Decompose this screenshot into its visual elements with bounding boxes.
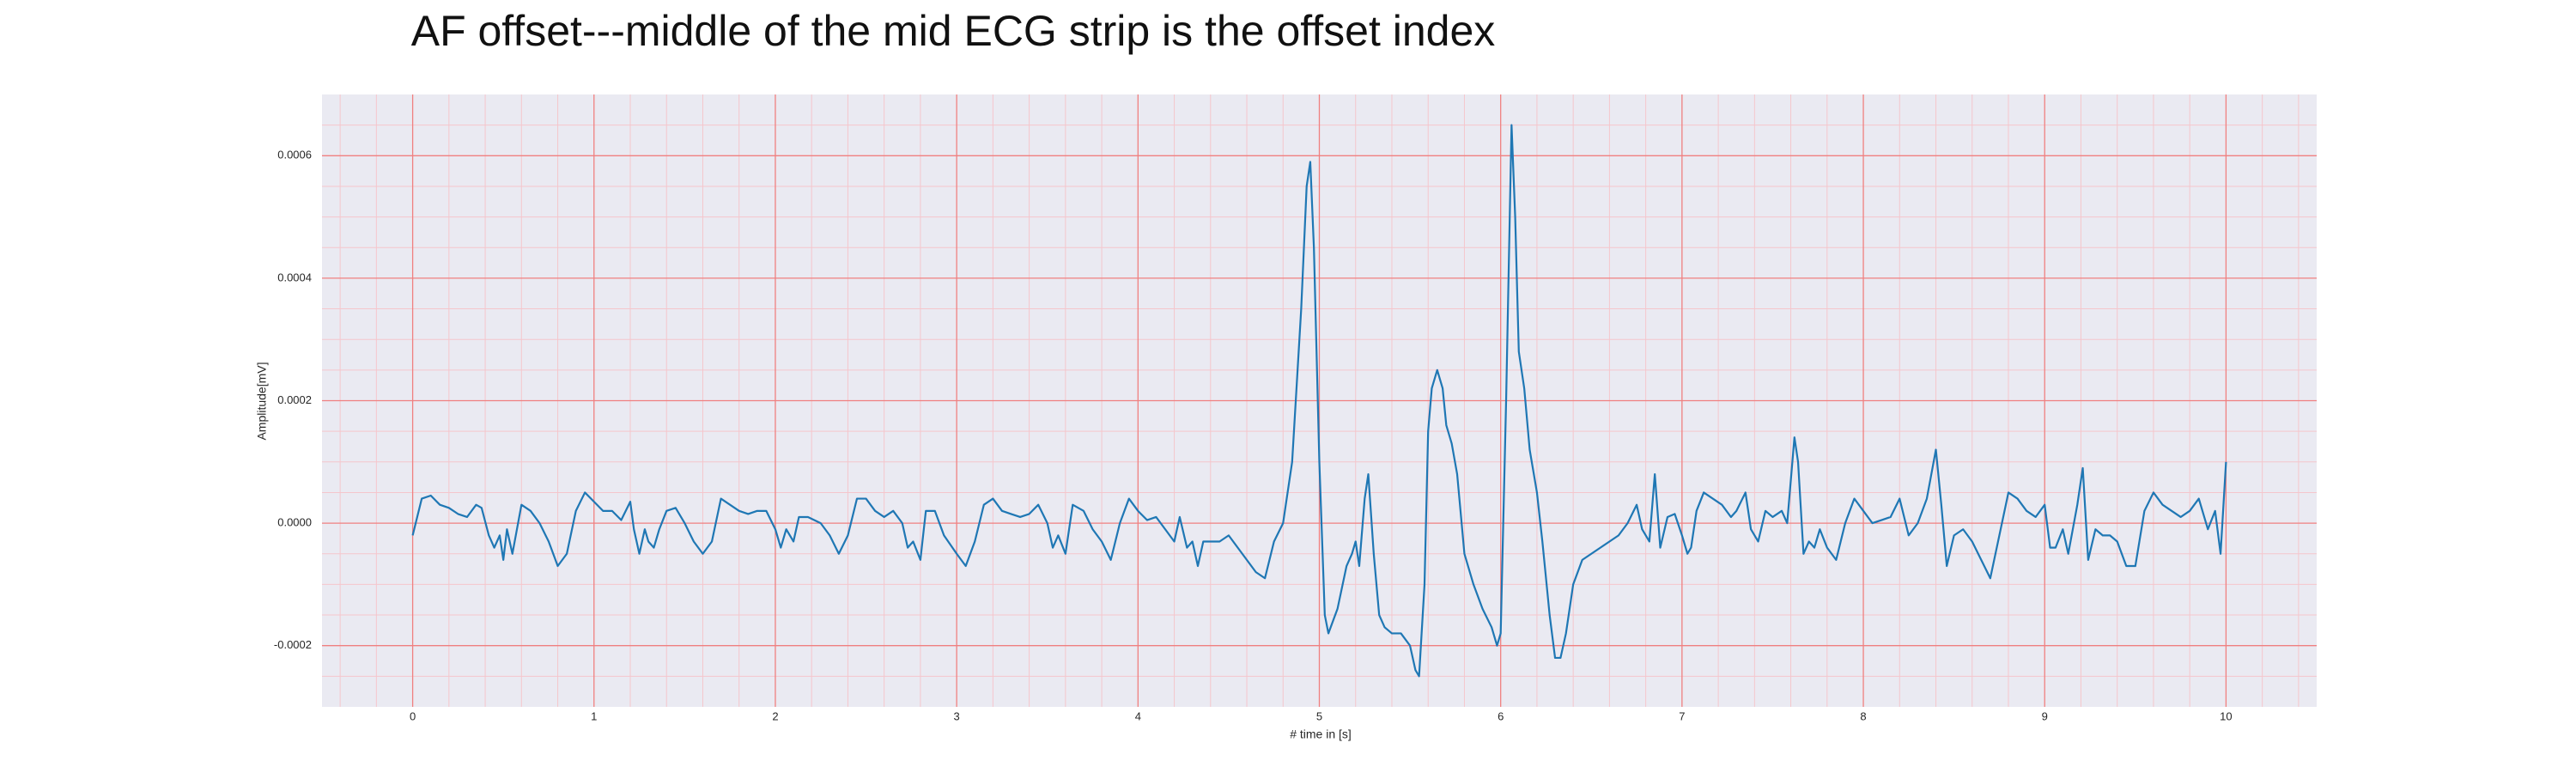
y-tick-label: 0.0006 — [277, 149, 312, 161]
x-tick-label: 2 — [772, 709, 778, 722]
x-tick-label: 3 — [954, 709, 960, 722]
x-tick-label: 4 — [1135, 709, 1141, 722]
chart-title: AF offset---middle of the mid ECG strip … — [411, 7, 1496, 55]
ecg-line — [411, 124, 2227, 678]
x-tick-label: 9 — [2042, 709, 2048, 722]
y-tick-label: 0.0000 — [277, 516, 312, 529]
x-tick-label: 1 — [591, 709, 597, 722]
y-axis-label: Amplitude[mV] — [255, 362, 269, 440]
x-tick-label: 6 — [1498, 709, 1504, 722]
x-tick-label: 10 — [2220, 709, 2232, 722]
y-tick-label: 0.0004 — [277, 271, 312, 283]
y-tick-label: -0.0002 — [274, 638, 312, 651]
x-axis-label: # time in [s] — [1290, 727, 1352, 741]
x-tick-label: 7 — [1679, 709, 1685, 722]
y-tick-label: 0.0002 — [277, 393, 312, 406]
x-tick-label: 5 — [1316, 709, 1322, 722]
x-tick-label: 8 — [1860, 709, 1866, 722]
x-tick-label: 0 — [410, 709, 416, 722]
